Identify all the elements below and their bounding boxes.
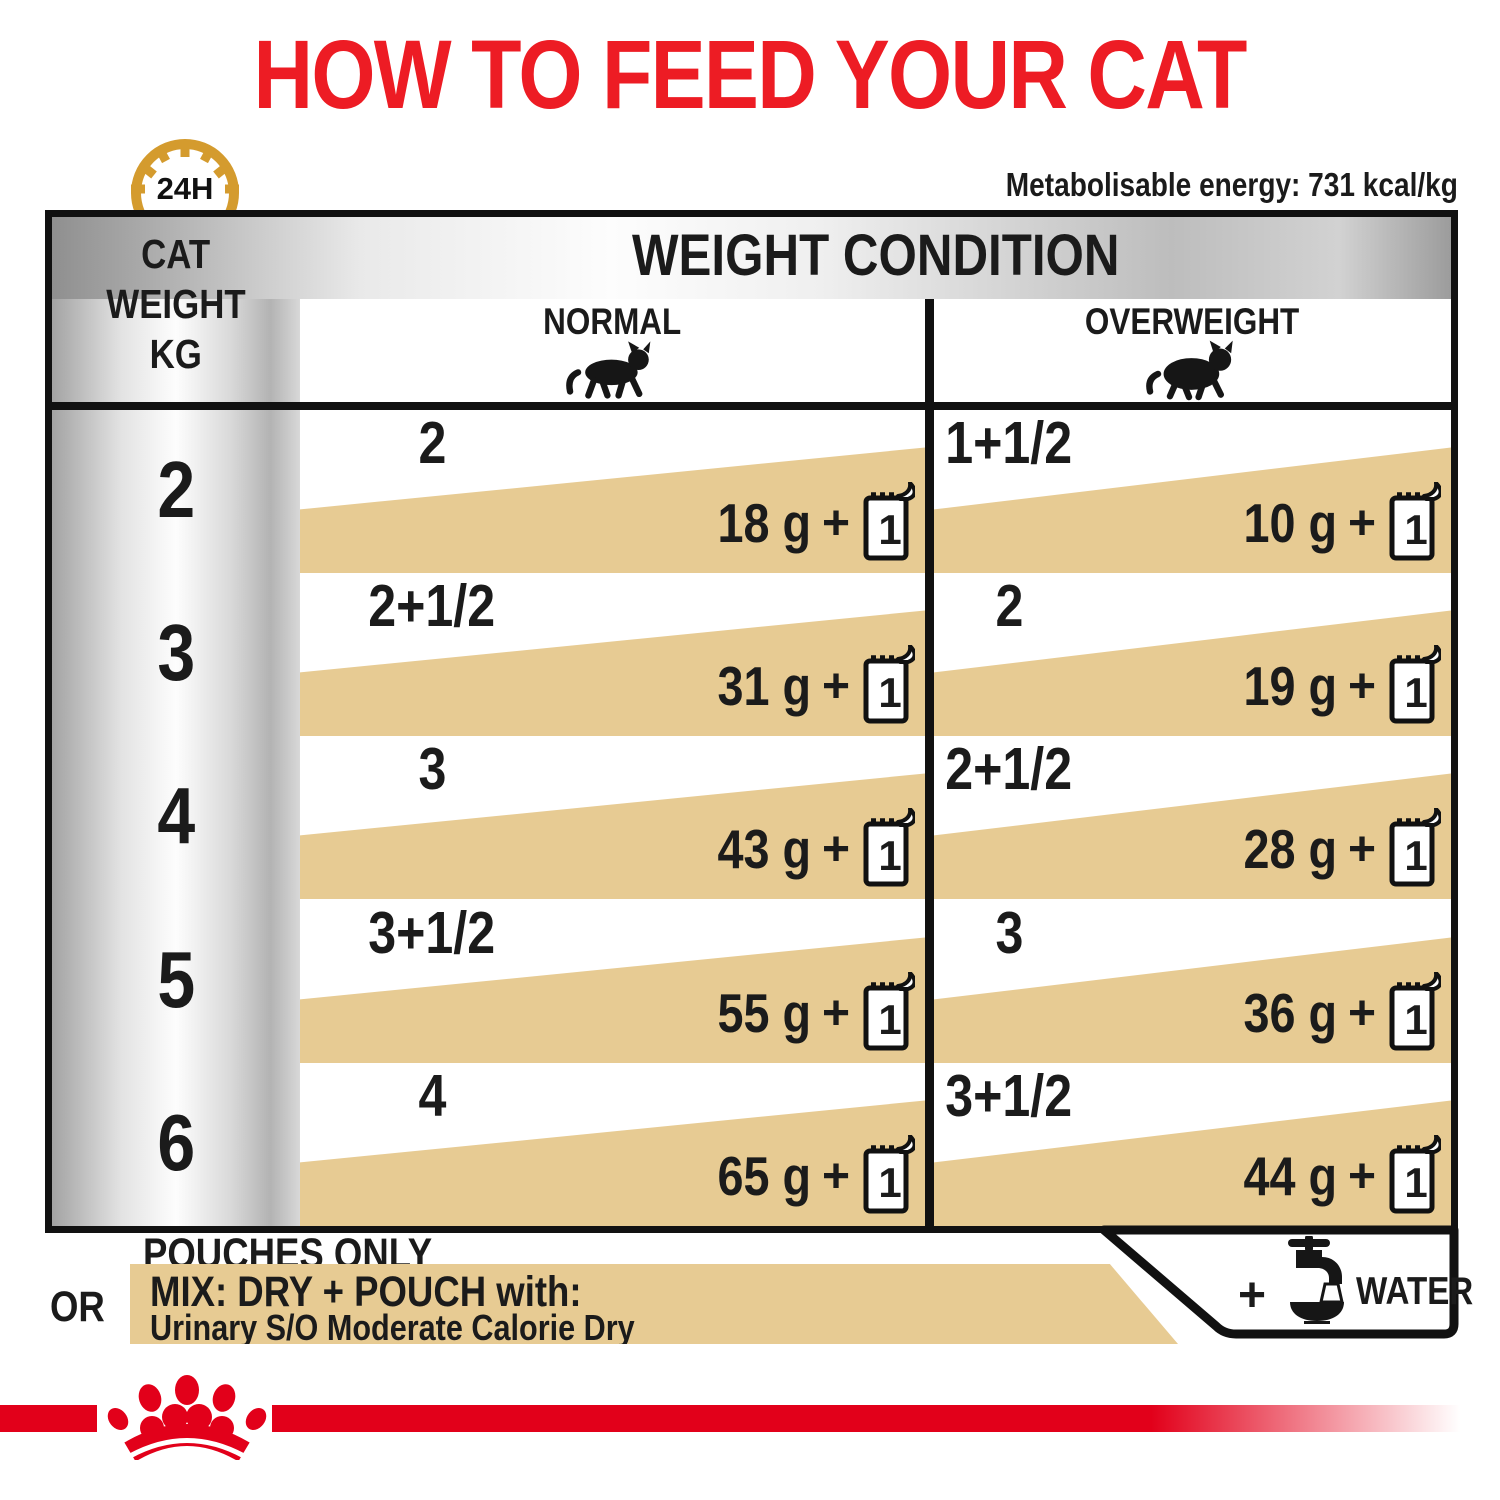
weight-2kg: 2: [157, 445, 195, 534]
pouch-icon: 1: [861, 645, 915, 725]
header-separator-line: [52, 402, 1451, 410]
dry-grams: 31 g: [717, 655, 811, 717]
page-title-text: HOW TO FEED YOUR CAT: [253, 20, 1248, 129]
column-label-normal: NORMAL: [543, 301, 682, 342]
energy-note: Metabolisable energy: 731 kcal/kg: [1005, 166, 1458, 203]
brand-stripe-right: [272, 1405, 1460, 1432]
24h-clock-icon: 24H: [113, 127, 257, 219]
feeding-table: WEIGHT CONDITION CAT WEIGHT KG NORMAL OV…: [45, 210, 1458, 1233]
overweight-cat-icon: [934, 339, 1451, 406]
feeding-table-inner: WEIGHT CONDITION CAT WEIGHT KG NORMAL OV…: [52, 217, 1451, 1226]
pouch-count: 1+1/2: [945, 410, 1073, 476]
mix-ration: 43 g + 1: [701, 808, 915, 888]
pouch-count: 4: [418, 1063, 446, 1129]
weight-column-header: CAT WEIGHT KG: [106, 231, 246, 378]
mix-banner: MIX: DRY + POUCH with: Urinary S/O Moder…: [130, 1264, 1178, 1344]
cell-overweight-3kg: 2 19 g + 1: [934, 573, 1451, 736]
mix-ration: 10 g + 1: [1227, 482, 1441, 562]
mix-ration: 36 g + 1: [1227, 972, 1441, 1052]
clock-label: 24H: [156, 171, 214, 206]
cell-normal-3kg: 2+1/2 31 g + 1: [300, 573, 925, 736]
mix-ration: 28 g + 1: [1227, 808, 1441, 888]
dry-grams: 65 g: [717, 1145, 811, 1207]
dry-grams: 55 g: [717, 982, 811, 1044]
plus-sign: +: [821, 823, 850, 876]
pouch-icon: 1: [861, 482, 915, 562]
weight-5kg: 5: [157, 935, 195, 1024]
pouch-icon: 1: [1387, 808, 1441, 888]
pouch-count: 3+1/2: [945, 1063, 1073, 1129]
pouch-count: 3: [995, 900, 1023, 966]
weight-6kg: 6: [157, 1098, 195, 1187]
dry-grams: 19 g: [1243, 655, 1337, 717]
condition-header-band: [52, 217, 1451, 299]
pouch-icon: 1: [1387, 1135, 1441, 1215]
cell-normal-5kg: 3+1/2 55 g + 1: [300, 900, 925, 1063]
water-label: WATER: [1356, 1270, 1474, 1313]
weight-column-background: [52, 217, 300, 1226]
page-title: HOW TO FEED YOUR CAT: [0, 26, 1500, 123]
pouch-count: 2: [418, 410, 446, 476]
mix-ration: 19 g + 1: [1227, 645, 1441, 725]
water-plus-sign: +: [1238, 1269, 1267, 1322]
water-callout: [1096, 1224, 1462, 1346]
dry-grams: 44 g: [1243, 1145, 1337, 1207]
column-divider-line: [925, 299, 934, 1226]
column-label-overweight: OVERWEIGHT: [1085, 301, 1300, 342]
mix-ration: 18 g + 1: [701, 482, 915, 562]
dry-grams: 43 g: [717, 818, 811, 880]
plus-sign: +: [1347, 1150, 1376, 1203]
pouch-icon: 1: [861, 972, 915, 1052]
plus-sign: +: [1347, 823, 1376, 876]
mix-ration: 31 g + 1: [701, 645, 915, 725]
mix-banner-title: MIX: DRY + POUCH with:: [150, 1268, 582, 1316]
pouch-count: 2: [995, 573, 1023, 639]
water-tap-icon: [1272, 1234, 1350, 1324]
condition-header: WEIGHT CONDITION: [631, 223, 1120, 288]
normal-cat-icon: [300, 339, 925, 406]
dry-grams: 18 g: [717, 492, 811, 554]
plus-sign: +: [821, 1150, 850, 1203]
plus-sign: +: [821, 497, 850, 550]
mix-banner-product: Urinary S/O Moderate Calorie Dry: [150, 1307, 635, 1348]
mix-ration: 44 g + 1: [1227, 1135, 1441, 1215]
royal-canin-paw-logo: [102, 1362, 272, 1462]
weight-3kg: 3: [157, 608, 195, 697]
dry-grams: 28 g: [1243, 818, 1337, 880]
dry-grams: 36 g: [1243, 982, 1337, 1044]
mix-ration: 55 g + 1: [701, 972, 915, 1052]
plus-sign: +: [821, 987, 850, 1040]
pouch-count: 2+1/2: [368, 573, 496, 639]
pouch-count: 2+1/2: [945, 736, 1073, 802]
mix-ration: 65 g + 1: [701, 1135, 915, 1215]
pouch-count: 3: [418, 736, 446, 802]
pouch-icon: 1: [1387, 482, 1441, 562]
dry-grams: 10 g: [1243, 492, 1337, 554]
subheader-background: [300, 299, 1451, 402]
cell-normal-6kg: 4 65 g + 1: [300, 1063, 925, 1226]
cell-overweight-6kg: 3+1/2 44 g + 1: [934, 1063, 1451, 1226]
pouch-icon: 1: [1387, 645, 1441, 725]
brand-stripe-left: [0, 1405, 97, 1432]
pouch-icon: 1: [861, 808, 915, 888]
pouch-icon: 1: [861, 1135, 915, 1215]
plus-sign: +: [1347, 497, 1376, 550]
cell-normal-2kg: 2 18 g + 1: [300, 410, 925, 573]
pouch-count: 3+1/2: [368, 900, 496, 966]
weight-4kg: 4: [157, 771, 195, 860]
or-label: OR: [50, 1283, 105, 1331]
cell-normal-4kg: 3 43 g + 1: [300, 736, 925, 899]
cell-overweight-5kg: 3 36 g + 1: [934, 900, 1451, 1063]
cell-overweight-2kg: 1+1/2 10 g + 1: [934, 410, 1451, 573]
cell-overweight-4kg: 2+1/2 28 g + 1: [934, 736, 1451, 899]
plus-sign: +: [821, 660, 850, 713]
plus-sign: +: [1347, 987, 1376, 1040]
plus-sign: +: [1347, 660, 1376, 713]
pouch-icon: 1: [1387, 972, 1441, 1052]
